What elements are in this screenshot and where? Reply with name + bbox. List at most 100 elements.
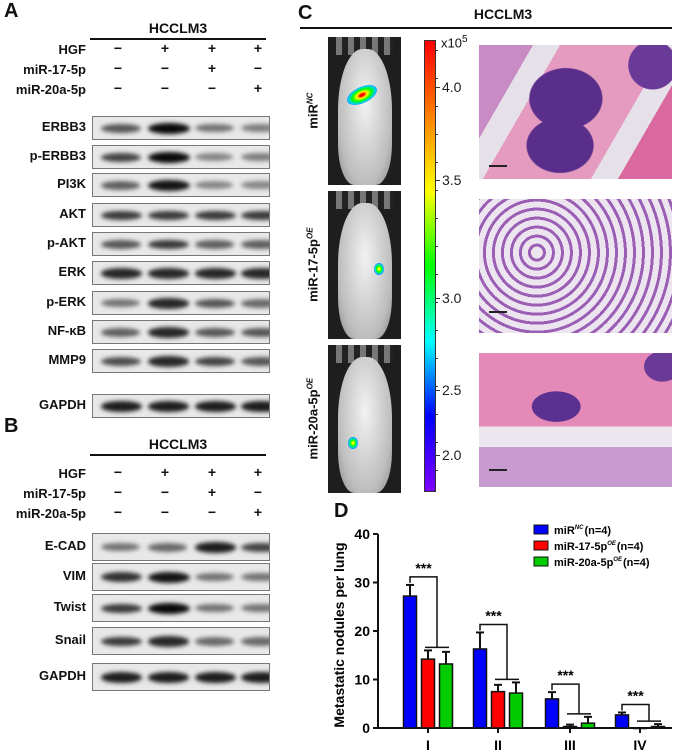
colorbar-minor-tick	[435, 274, 438, 275]
bar	[420, 658, 436, 729]
colorbar-minor-tick	[435, 302, 438, 303]
bar	[490, 690, 506, 729]
protein-band	[101, 299, 140, 308]
protein-band	[148, 123, 190, 134]
legend-swatch	[533, 540, 549, 551]
panel-b-label: B	[4, 415, 19, 437]
significance-bracket	[551, 683, 580, 714]
blot-label: E-CAD	[44, 538, 86, 553]
legend-entry: miR-20a-5pOE(n=4)	[554, 557, 650, 569]
protein-band	[195, 573, 234, 582]
imaging-holder	[336, 345, 393, 363]
significance-stars: ***	[557, 667, 574, 683]
condition-label: HGF	[58, 42, 86, 57]
plus-sign: +	[253, 504, 263, 520]
legend-series-superscript: OE	[613, 557, 623, 563]
protein-band	[101, 268, 143, 279]
blot-label: Twist	[53, 599, 86, 614]
y-tick-label: 20	[354, 623, 370, 639]
panel-c-header-line	[300, 27, 672, 29]
western-blot-strip	[92, 261, 270, 285]
protein-band	[241, 672, 269, 683]
group-label: miR-20a-5pOE	[305, 359, 320, 479]
colorbar-tick	[435, 298, 440, 299]
multiplier-exponent: 5	[461, 34, 468, 45]
western-blot-strip	[92, 594, 270, 622]
colorbar-tick-label: 3.5	[442, 172, 462, 188]
protein-band	[148, 401, 190, 412]
colorbar-tick	[435, 390, 440, 391]
protein-band	[241, 401, 269, 412]
blot-label: VIM	[62, 568, 86, 583]
colorbar-minor-tick	[435, 218, 438, 219]
western-blot-strip	[92, 203, 270, 227]
group-name: miR-17-5p	[305, 239, 321, 302]
protein-band	[148, 636, 190, 647]
blot-label: PI3K	[57, 176, 86, 191]
significance-bracket	[621, 703, 650, 722]
western-blot-strip	[92, 627, 270, 655]
protein-band	[195, 637, 234, 646]
colorbar-tick	[435, 87, 440, 88]
protein-band	[241, 268, 269, 279]
bar	[650, 725, 666, 729]
minus-sign: −	[113, 60, 123, 76]
minus-sign: −	[113, 40, 123, 56]
protein-band	[101, 152, 142, 163]
protein-band	[101, 356, 141, 366]
western-blot-strip	[92, 533, 270, 561]
protein-band	[148, 180, 190, 191]
significance-stars: ***	[415, 560, 432, 576]
protein-band	[241, 153, 269, 162]
x-tick-label: II	[494, 737, 502, 753]
legend-entry: miR-17-5pOE(n=4)	[554, 541, 644, 553]
western-blot-strip	[92, 116, 270, 140]
protein-band	[101, 327, 141, 337]
legend-entry: miRNC(n=4)	[554, 525, 611, 537]
protein-band	[241, 637, 269, 646]
colorbar-tick-label: 2.0	[442, 447, 462, 463]
group-label: miR-17-5pOE	[305, 205, 320, 325]
colorbar-minor-tick	[435, 78, 438, 79]
protein-band	[195, 356, 236, 367]
colorbar-minor-tick	[435, 442, 438, 443]
bar	[580, 722, 596, 729]
mouse-body	[338, 49, 392, 185]
condition-label: miR-17-5p	[23, 486, 86, 501]
x-tick-label: IV	[633, 737, 647, 753]
colorbar-tick-label: 3.0	[442, 290, 462, 306]
colorbar-multiplier: x105	[441, 34, 468, 50]
plus-sign: +	[160, 464, 170, 480]
colorbar-minor-tick	[435, 246, 438, 247]
scale-bar	[489, 311, 507, 313]
plus-sign: +	[253, 464, 263, 480]
group-name: miR-20a-5p	[305, 389, 321, 460]
protein-band	[101, 672, 143, 683]
colorbar-tick	[435, 455, 440, 456]
colorbar-minor-tick	[435, 414, 438, 415]
blot-label: ERBB3	[41, 119, 86, 134]
legend-swatch	[533, 524, 549, 535]
protein-band	[101, 572, 142, 583]
plus-sign: +	[207, 484, 217, 500]
blot-label: Snail	[54, 632, 86, 647]
x-tick-label: III	[564, 737, 576, 753]
significance-bracket	[479, 623, 508, 680]
western-blot-strip	[92, 232, 270, 256]
panel-a-cell-line: HCCLM3	[148, 20, 208, 36]
minus-sign: −	[253, 484, 263, 500]
plus-sign: +	[207, 464, 217, 480]
group-superscript: OE	[305, 227, 315, 240]
minus-sign: −	[160, 484, 170, 500]
minus-sign: −	[160, 80, 170, 96]
plus-sign: +	[253, 80, 263, 96]
protein-band	[101, 603, 142, 614]
minus-sign: −	[113, 464, 123, 480]
panel-a-header-line	[90, 38, 266, 40]
protein-band	[101, 543, 140, 552]
plus-sign: +	[207, 60, 217, 76]
legend-series-n: (n=4)	[584, 525, 611, 537]
scale-bar	[489, 165, 507, 167]
protein-band	[148, 572, 190, 583]
